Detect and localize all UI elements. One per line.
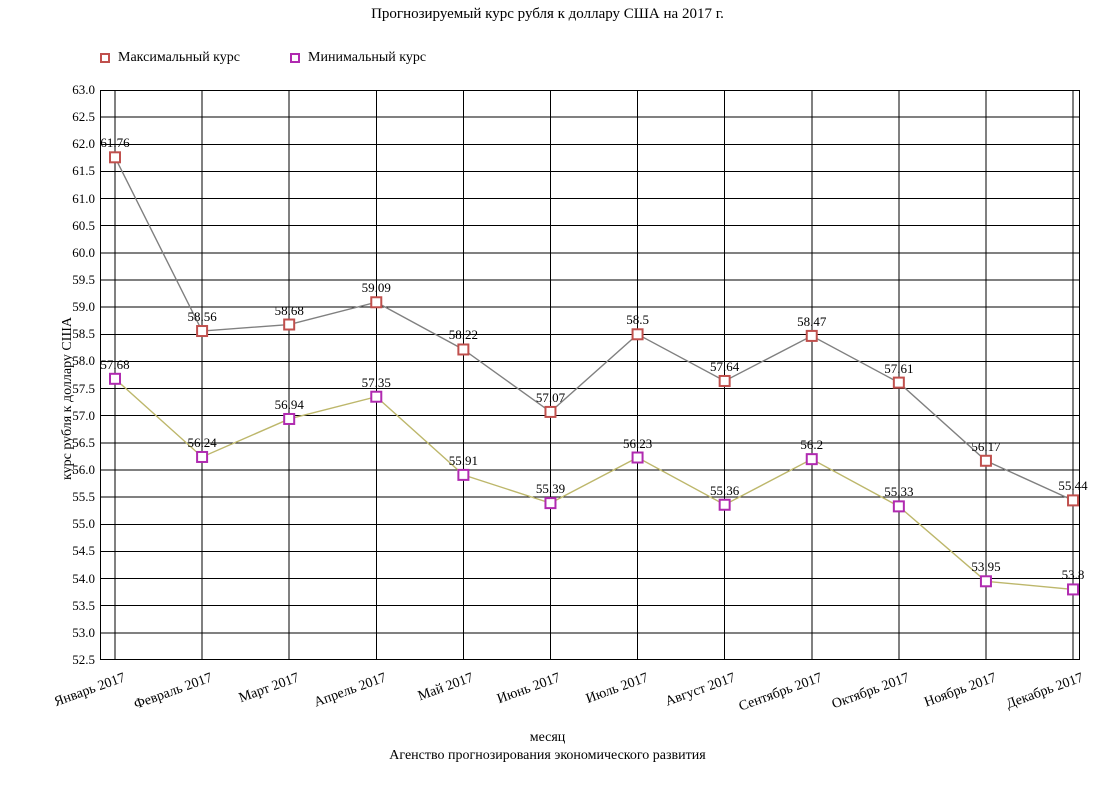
y-tick: 59.5 bbox=[55, 272, 95, 288]
y-tick: 60.0 bbox=[55, 245, 95, 261]
y-tick: 54.0 bbox=[55, 571, 95, 587]
y-tick: 55.0 bbox=[55, 516, 95, 532]
data-label: 55.44 bbox=[1058, 478, 1087, 494]
data-label: 56.2 bbox=[800, 437, 823, 453]
legend-item-max: Максимальный курс bbox=[100, 50, 240, 66]
legend-item-min: Минимальный курс bbox=[290, 50, 426, 66]
data-label: 55.39 bbox=[536, 481, 565, 497]
legend: Максимальный курс Минимальный курс bbox=[100, 50, 426, 66]
y-tick: 56.5 bbox=[55, 435, 95, 451]
data-label: 58.68 bbox=[275, 303, 304, 319]
y-tick: 52.5 bbox=[55, 652, 95, 668]
plot-area bbox=[100, 90, 1080, 660]
y-tick: 53.5 bbox=[55, 598, 95, 614]
y-tick: 56.0 bbox=[55, 462, 95, 478]
y-tick: 63.0 bbox=[55, 82, 95, 98]
data-label: 53.8 bbox=[1062, 567, 1085, 583]
data-label: 55.36 bbox=[710, 483, 739, 499]
legend-swatch-max bbox=[100, 53, 110, 63]
legend-swatch-min bbox=[290, 53, 300, 63]
chart-root: Прогнозируемый курс рубля к доллару США … bbox=[0, 0, 1095, 805]
data-label: 58.56 bbox=[187, 309, 216, 325]
y-tick: 58.5 bbox=[55, 326, 95, 342]
chart-svg bbox=[100, 90, 1080, 660]
x-axis-label: месяц bbox=[0, 730, 1095, 746]
data-label: 55.33 bbox=[884, 484, 913, 500]
data-label: 56.24 bbox=[187, 435, 216, 451]
data-label: 56.94 bbox=[275, 397, 304, 413]
data-label: 57.68 bbox=[100, 357, 129, 373]
data-label: 61.76 bbox=[100, 135, 129, 151]
y-tick: 53.0 bbox=[55, 625, 95, 641]
legend-label-max: Максимальный курс bbox=[118, 50, 240, 66]
y-tick: 58.0 bbox=[55, 353, 95, 369]
data-label: 55.91 bbox=[449, 453, 478, 469]
data-label: 56.23 bbox=[623, 436, 652, 452]
data-label: 59.09 bbox=[362, 280, 391, 296]
y-tick: 57.5 bbox=[55, 381, 95, 397]
data-label: 53.95 bbox=[971, 559, 1000, 575]
y-tick: 62.0 bbox=[55, 136, 95, 152]
y-tick: 59.0 bbox=[55, 299, 95, 315]
legend-label-min: Минимальный курс bbox=[308, 50, 426, 66]
y-tick: 60.5 bbox=[55, 218, 95, 234]
data-label: 57.61 bbox=[884, 361, 913, 377]
y-tick: 55.5 bbox=[55, 489, 95, 505]
data-label: 58.47 bbox=[797, 314, 826, 330]
y-tick: 62.5 bbox=[55, 109, 95, 125]
data-label: 57.64 bbox=[710, 359, 739, 375]
y-tick: 61.0 bbox=[55, 191, 95, 207]
data-label: 56.17 bbox=[971, 439, 1000, 455]
data-label: 58.5 bbox=[626, 312, 649, 328]
y-tick: 57.0 bbox=[55, 408, 95, 424]
chart-title: Прогнозируемый курс рубля к доллару США … bbox=[0, 6, 1095, 23]
chart-subtitle: Агенство прогнозирования экономического … bbox=[0, 748, 1095, 764]
y-tick: 61.5 bbox=[55, 163, 95, 179]
y-tick: 54.5 bbox=[55, 543, 95, 559]
data-label: 57.07 bbox=[536, 390, 565, 406]
data-label: 57.35 bbox=[362, 375, 391, 391]
data-label: 58.22 bbox=[449, 327, 478, 343]
